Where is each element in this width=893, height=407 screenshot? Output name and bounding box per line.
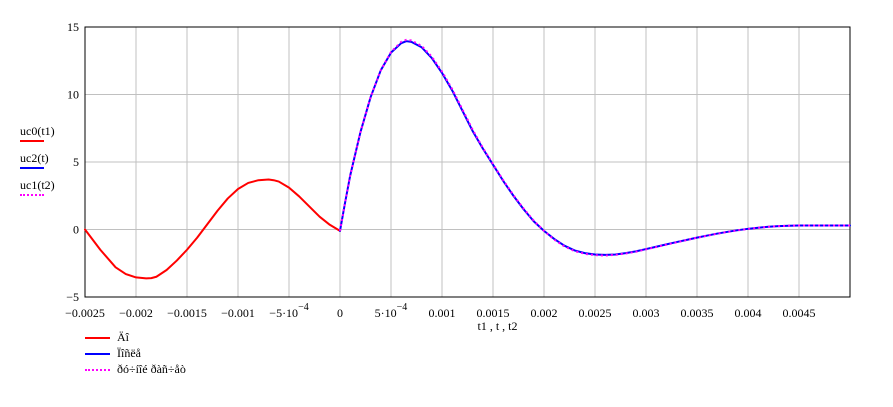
side-legend-swatch-red [20,140,44,142]
series-line-magenta [339,38,850,257]
x-tick-label: 0.0025 [579,306,612,320]
x-tick-label: −0.0025 [65,306,105,320]
bottom-legend: Äî Ïîñëå ðó÷íîé ðàñ÷åò [85,330,385,380]
x-tick-label: 0 [337,306,343,320]
bottom-legend-swatch-magenta [85,369,110,372]
side-legend-item: uc0(t1) [20,124,55,151]
x-tick-label: −0.001 [221,306,255,320]
side-legend-swatch-magenta [20,194,44,196]
bottom-legend-label: ðó÷íîé ðàñ÷åò [117,362,186,376]
y-tick-labels: 15 10 5 0 −5 [66,20,79,304]
x-tick-label: 5·10−4 [375,302,408,320]
y-tick-label: 0 [73,223,79,237]
side-legend-label: uc0(t1) [20,124,55,138]
x-tick-label: −5·10−4 [269,302,308,320]
x-tick-label: 0.003 [633,306,660,320]
y-tick-label: −5 [66,290,79,304]
series-line-red [84,178,341,280]
bottom-legend-swatch-red [85,337,110,340]
bottom-legend-item: Äî [85,330,129,345]
bottom-legend-item: ðó÷íîé ðàñ÷åò [85,362,186,377]
series-line-blue [339,40,851,256]
side-legend: uc0(t1) uc2(t) uc1(t2) [20,124,55,205]
grid-lines [84,26,850,298]
y-tick-label: 15 [67,20,79,34]
x-tick-labels: −0.0025 −0.002 −0.0015 −0.001 −5·10−4 0 5·10−4… [65,302,815,320]
side-legend-swatch-blue [20,167,44,169]
bottom-legend-item: Ïîñëå [85,346,141,361]
bottom-legend-swatch-blue [85,353,110,356]
plot-frame [84,26,851,298]
x-tick-label: 0.0045 [783,306,816,320]
y-tick-label: 10 [67,88,79,102]
bottom-legend-label: Äî [117,330,129,344]
series-lines [84,38,851,280]
x-tick-label: −0.0015 [167,306,207,320]
side-legend-item: uc2(t) [20,151,55,178]
x-tick-label: 0.002 [531,306,558,320]
x-tick-label: 0.0015 [477,306,510,320]
x-tick-label: 0.0035 [681,306,714,320]
x-tick-label: 0.001 [429,306,456,320]
x-axis-label: t1 , t , t2 [477,319,517,333]
bottom-legend-label: Ïîñëå [117,346,141,360]
side-legend-label: uc2(t) [20,151,49,165]
y-tick-label: 5 [73,155,79,169]
side-legend-item: uc1(t2) [20,178,55,205]
x-tick-label: 0.004 [735,306,762,320]
x-tick-label: −0.002 [119,306,153,320]
side-legend-label: uc1(t2) [20,178,55,192]
